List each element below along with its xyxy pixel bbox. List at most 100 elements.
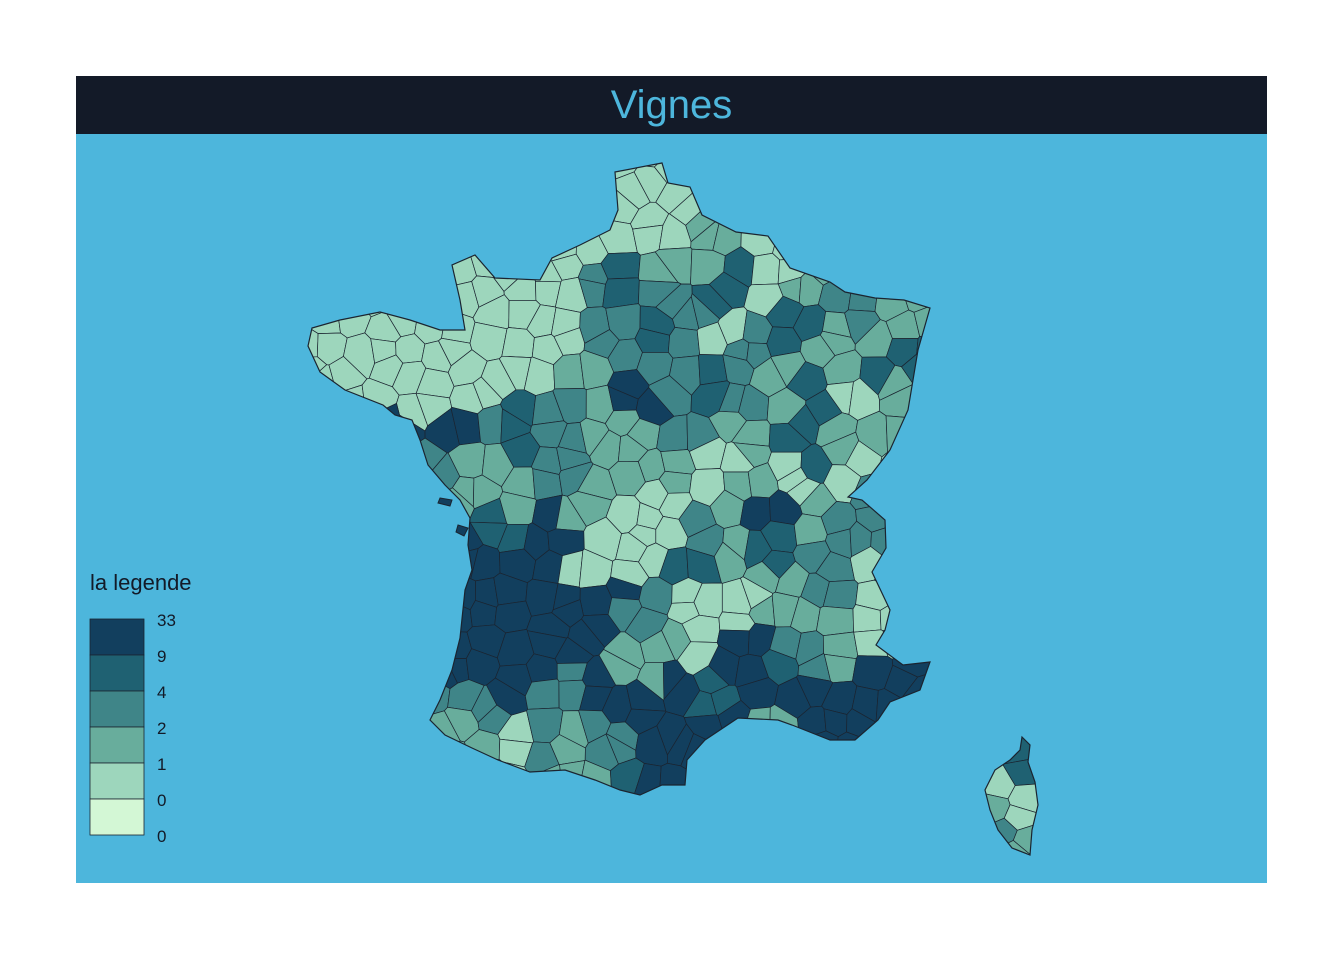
canton-cell: [908, 383, 930, 421]
canton-cell: [905, 170, 930, 196]
canton-cell: [389, 520, 425, 554]
canton-cell: [525, 653, 558, 683]
island-re: [437, 497, 453, 507]
canton-cell: [908, 731, 930, 776]
legend-color-box: [89, 762, 145, 800]
canton-cell: [526, 163, 562, 183]
canton-cell: [899, 219, 930, 257]
canton-cell: [894, 520, 930, 559]
canton-cell: [908, 698, 930, 737]
canton-cell: [308, 163, 312, 173]
canton-cell: [842, 770, 887, 795]
canton-cell: [308, 607, 312, 632]
canton-cell: [318, 452, 352, 493]
canton-cell: [335, 580, 370, 610]
canton-cell: [369, 239, 403, 280]
canton-cell: [310, 174, 341, 210]
canton-cell: [746, 203, 780, 230]
canton-cell: [386, 471, 424, 498]
canton-cell: [334, 384, 367, 419]
canton-cell: [391, 676, 417, 707]
canton-cell: [416, 540, 451, 584]
canton-cell: [500, 163, 528, 182]
canton-cell: [308, 410, 326, 443]
canton-cell: [308, 269, 325, 306]
canton-cell: [692, 759, 720, 795]
canton-cell: [882, 709, 921, 756]
canton-cell: [337, 194, 369, 228]
canton-cell: [308, 550, 341, 576]
canton-cell: [334, 767, 379, 795]
corsica-outline: [984, 735, 1039, 856]
canton-cell: [559, 760, 586, 795]
canton-cell: [367, 193, 405, 234]
canton-cell: [341, 636, 368, 670]
canton-cell: [575, 225, 609, 266]
canton-cell: [416, 163, 453, 184]
legend-break-label: 0: [157, 827, 167, 846]
canton-cell: [910, 193, 930, 241]
canton-cell: [308, 646, 321, 685]
canton-cell: [476, 163, 513, 171]
canton-cell: [796, 173, 833, 213]
canton-cell: [527, 202, 572, 231]
canton-cell: [308, 701, 317, 735]
legend-break-label: 0: [157, 791, 167, 810]
canton-cell: [419, 173, 449, 215]
canton-cell: [822, 222, 855, 249]
island-oleron: [455, 524, 469, 537]
canton-cell: [602, 277, 640, 309]
canton-cell: [392, 600, 424, 634]
canton-cell: [750, 252, 780, 286]
canton-cell: [313, 256, 342, 289]
canton-cell: [877, 450, 917, 484]
canton-cell: [494, 600, 532, 634]
canton-cell: [332, 469, 363, 497]
legend-color-box: [89, 690, 145, 728]
canton-cell: [402, 657, 433, 698]
canton-cell: [772, 227, 810, 261]
legend-color-box: [89, 654, 145, 692]
canton-cell: [390, 228, 426, 262]
mainland-cells: [290, 163, 930, 795]
canton-cell: [882, 493, 916, 526]
canton-cell: [290, 680, 306, 712]
map-panel: Vignes la legende 33 9 4 2 1 0 0: [76, 76, 1267, 883]
corsica-cell: [985, 737, 1038, 765]
legend-title: la legende: [90, 570, 192, 595]
canton-cell: [850, 740, 882, 782]
map-title: Vignes: [610, 83, 733, 127]
legend-color-box: [89, 798, 145, 836]
canton-cell: [313, 743, 349, 780]
canton-cell: [421, 256, 457, 291]
canton-cell: [858, 242, 887, 282]
canton-cell: [447, 221, 481, 256]
canton-cell: [470, 168, 508, 203]
canton-cell: [501, 327, 535, 358]
canton-cell: [308, 327, 319, 360]
canton-cell: [343, 212, 379, 253]
canton-cell: [308, 560, 313, 591]
canton-cell: [435, 768, 476, 795]
canton-cell: [393, 540, 424, 581]
canton-cell: [370, 402, 400, 443]
canton-cell: [332, 704, 370, 737]
canton-cell: [397, 720, 427, 759]
canton-cell: [873, 228, 904, 264]
canton-cell: [339, 170, 375, 211]
canton-cell: [368, 745, 405, 771]
canton-cell: [717, 197, 755, 230]
canton-cell: [658, 762, 698, 795]
canton-cell: [339, 546, 374, 582]
canton-cell: [712, 730, 750, 767]
legend-break-label: 33: [157, 611, 176, 630]
canton-cell: [364, 523, 391, 547]
canton-cell: [308, 466, 322, 498]
canton-cell: [557, 163, 592, 175]
canton-cell: [904, 762, 930, 795]
canton-cell: [359, 169, 397, 200]
canton-cell: [883, 767, 909, 795]
canton-cell: [393, 445, 419, 481]
canton-cell: [401, 756, 436, 795]
canton-cell: [796, 757, 842, 795]
